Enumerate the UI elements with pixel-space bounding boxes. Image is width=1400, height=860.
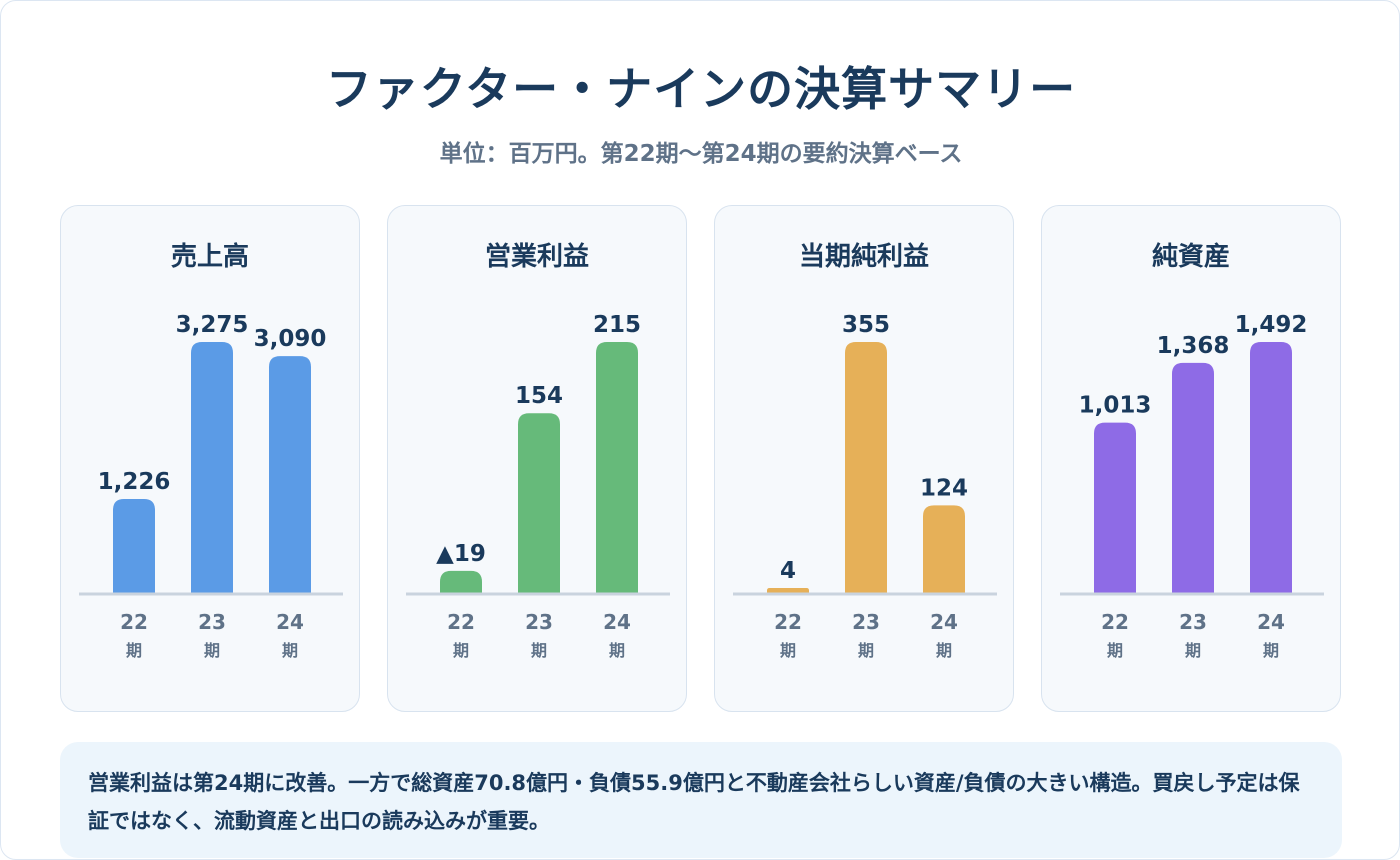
x-tick-label: 23 期	[198, 610, 226, 660]
chart-title: 売上高	[170, 242, 249, 272]
bar	[596, 342, 638, 593]
x-tick-label: 22 期	[1101, 610, 1129, 660]
value-label: ▲19	[436, 541, 486, 567]
value-label: 1,368	[1157, 333, 1230, 359]
value-label: 3,090	[254, 326, 327, 352]
value-label: 1,013	[1079, 393, 1152, 419]
bar	[1094, 422, 1136, 593]
x-tick-label: 22 期	[774, 610, 802, 660]
value-label: 1,492	[1235, 312, 1308, 338]
value-label: 3,275	[176, 312, 249, 338]
bar	[113, 499, 155, 593]
chart-title: 営業利益	[484, 242, 589, 272]
chart-panel-net-assets: 純資産 1,013 22 期 1,368 23 期 1,492 24 期	[1041, 205, 1341, 712]
value-label: 1,226	[98, 469, 171, 495]
value-label: 4	[780, 558, 796, 584]
x-tick-label: 24 期	[603, 610, 631, 660]
x-tick-label: 22 期	[120, 610, 148, 660]
bar	[518, 413, 560, 593]
bar-chart-operating-profit: ▲19 22 期 154 23 期 215 24 期	[406, 312, 670, 660]
value-label: 124	[920, 475, 968, 501]
bar	[440, 570, 482, 593]
bar	[269, 356, 311, 593]
bar	[767, 588, 809, 593]
value-label: 355	[842, 312, 890, 338]
bar-chart-net-income: 4 22 期 355 23 期 124 24 期	[733, 312, 997, 660]
x-tick-label: 23 期	[1179, 610, 1207, 660]
x-tick-label: 22 期	[447, 610, 475, 660]
commentary-note: 営業利益は第24期に改善。一方で総資産70.8億円・負債55.9億円と不動産会社…	[60, 742, 1342, 858]
bar	[845, 342, 887, 593]
chart-panel-sales: 売上高 1,226 22 期 3,275 23 期 3,090 24 期	[60, 205, 360, 712]
bar	[191, 342, 233, 593]
x-tick-label: 23 期	[852, 610, 880, 660]
chart-title: 純資産	[1151, 242, 1230, 272]
x-tick-label: 23 期	[525, 610, 553, 660]
chart-panel-operating-profit: 営業利益 ▲19 22 期 154 23 期 215 24 期	[387, 205, 687, 712]
bar	[1172, 362, 1214, 593]
page-subtitle: 単位：百万円。第22期〜第24期の要約決算ベース	[439, 141, 963, 167]
bar-chart-net-assets: 1,013 22 期 1,368 23 期 1,492 24 期	[1060, 312, 1324, 660]
chart-title: 当期純利益	[798, 242, 929, 272]
bar	[923, 505, 965, 593]
x-tick-label: 24 期	[276, 610, 304, 660]
x-tick-label: 24 期	[1257, 610, 1285, 660]
page-title: ファクター・ナインの決算サマリー	[325, 62, 1077, 116]
x-tick-label: 24 期	[930, 610, 958, 660]
bar	[1250, 342, 1292, 593]
value-label: 215	[593, 312, 641, 338]
chart-panel-net-income: 当期純利益 4 22 期 355 23 期 124 24 期	[714, 205, 1014, 712]
value-label: 154	[515, 383, 563, 409]
bar-chart-sales: 1,226 22 期 3,275 23 期 3,090 24 期	[79, 312, 343, 660]
